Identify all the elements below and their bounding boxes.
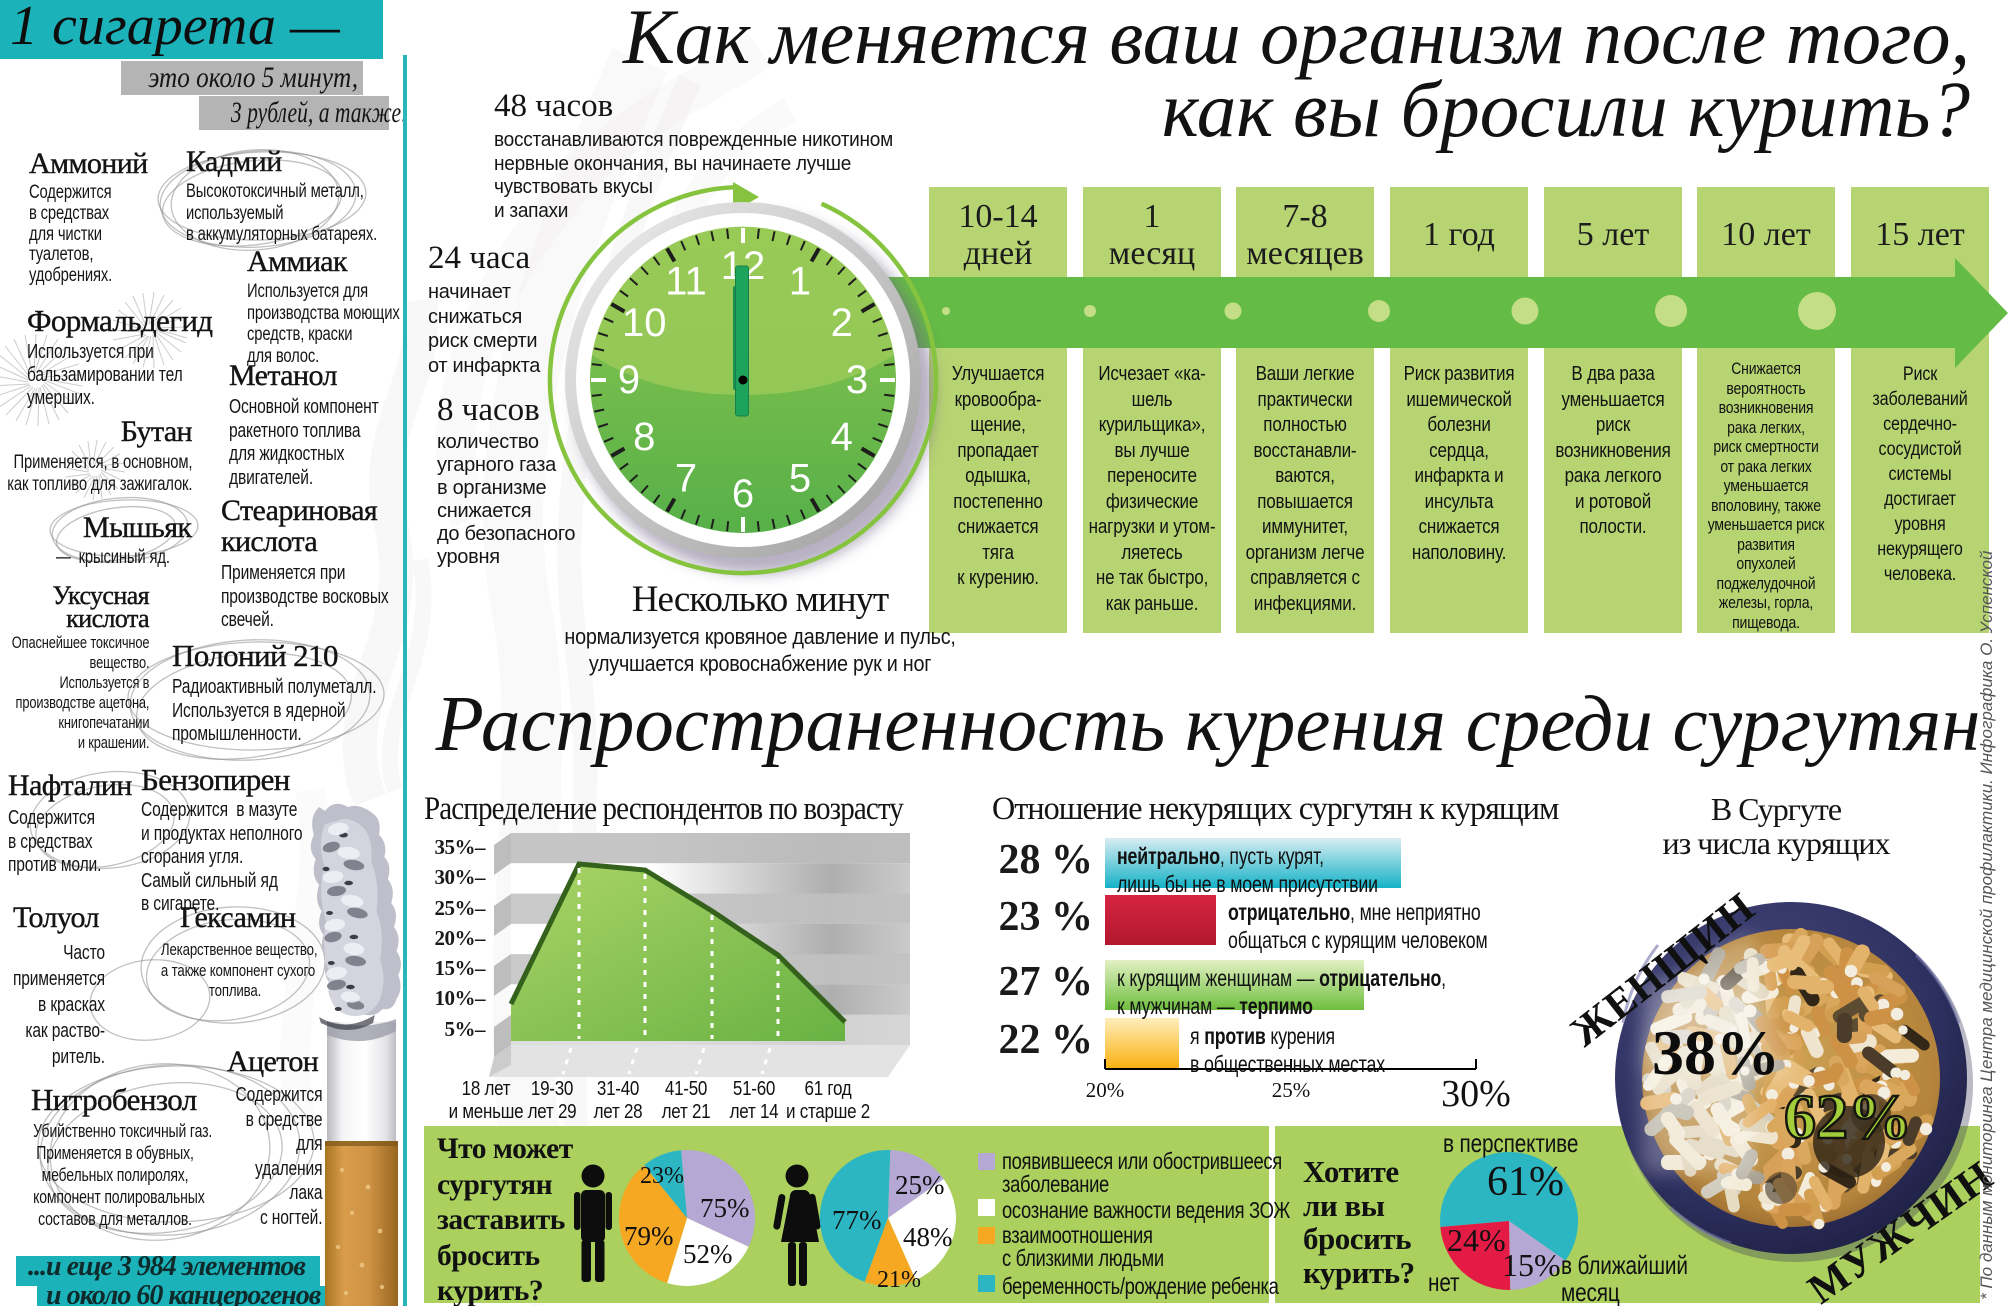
svg-text:1: 1 <box>789 259 811 303</box>
svg-text:8: 8 <box>633 415 655 459</box>
svg-text:10: 10 <box>622 301 667 345</box>
svg-text:6: 6 <box>732 472 754 516</box>
svg-text:9: 9 <box>618 358 640 402</box>
svg-text:3: 3 <box>846 358 868 402</box>
svg-text:5: 5 <box>789 457 811 501</box>
svg-text:2: 2 <box>831 301 853 345</box>
svg-text:4: 4 <box>831 415 853 459</box>
svg-text:11: 11 <box>665 259 707 303</box>
svg-text:7: 7 <box>675 457 697 501</box>
